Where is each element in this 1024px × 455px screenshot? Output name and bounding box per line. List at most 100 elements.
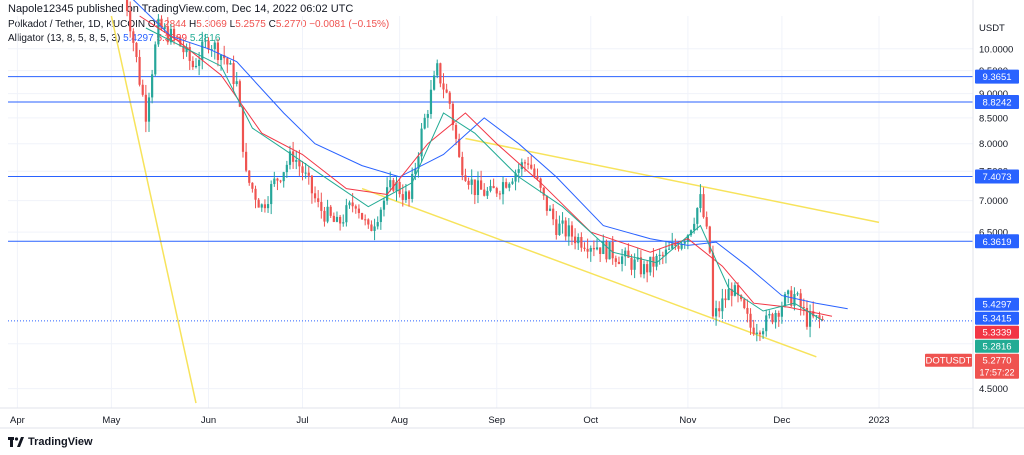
x-tick-label: Sep bbox=[488, 415, 505, 426]
candle-body bbox=[157, 18, 160, 45]
candle-body bbox=[561, 220, 564, 224]
candle-body bbox=[376, 222, 379, 227]
candle-body bbox=[808, 311, 812, 327]
candle-body bbox=[357, 208, 361, 214]
candle-body bbox=[589, 248, 592, 252]
candle-body bbox=[147, 97, 151, 122]
candle-body bbox=[295, 160, 298, 162]
candle-body bbox=[818, 315, 821, 319]
candle-body bbox=[498, 193, 501, 195]
candle-body bbox=[201, 41, 204, 61]
candle-body bbox=[235, 81, 238, 85]
candle-body bbox=[514, 172, 517, 182]
candle-body bbox=[204, 40, 207, 42]
candle-body bbox=[351, 202, 354, 207]
candle-body bbox=[379, 209, 382, 223]
candle-body bbox=[470, 179, 473, 185]
level-tag-text: 7.4073 bbox=[982, 172, 1011, 183]
y-tick-label: 6.5000 bbox=[979, 228, 1008, 239]
candle-body bbox=[176, 36, 179, 38]
current-price-text: 5.2770 bbox=[982, 356, 1011, 367]
candle-body bbox=[360, 213, 364, 220]
price-tag-text: 5.2816 bbox=[982, 342, 1011, 353]
candle-body bbox=[254, 188, 257, 200]
candle-body bbox=[683, 241, 686, 244]
candle-body bbox=[655, 255, 658, 267]
y-tick-label: 9.0000 bbox=[979, 89, 1008, 100]
candle-body bbox=[505, 182, 508, 188]
candle-body bbox=[436, 63, 439, 76]
level-tag-text: 6.3619 bbox=[982, 237, 1011, 248]
candle-body bbox=[423, 117, 426, 129]
candle-body bbox=[708, 226, 711, 253]
candle-body bbox=[605, 241, 608, 260]
candle-body bbox=[238, 81, 241, 107]
tradingview-logo-icon bbox=[8, 437, 24, 447]
candle-body bbox=[674, 243, 677, 247]
candle-body bbox=[310, 175, 314, 194]
candle-body bbox=[323, 210, 326, 222]
symbol-title: Polkadot / Tether, 1D, KUCOIN bbox=[8, 19, 146, 30]
candle-body bbox=[276, 178, 279, 181]
trend-line-3 bbox=[361, 187, 817, 358]
candle-body bbox=[783, 294, 787, 306]
ohlc-low-value: 5.2575 bbox=[235, 19, 266, 30]
candle-body bbox=[263, 204, 267, 209]
trend-line-1 bbox=[110, 15, 197, 404]
alligator-layer bbox=[132, 0, 848, 321]
candle-body bbox=[339, 216, 342, 224]
candle-body bbox=[382, 200, 386, 210]
candle-body bbox=[216, 42, 220, 61]
candle-body bbox=[642, 264, 646, 275]
candle-body bbox=[433, 75, 436, 90]
candle-body bbox=[570, 225, 574, 237]
candle-body bbox=[558, 223, 561, 235]
candle-body bbox=[354, 206, 357, 209]
candle-body bbox=[780, 305, 783, 317]
candle-body bbox=[608, 242, 611, 260]
y-tick-label: 7.0000 bbox=[979, 196, 1008, 207]
candle-body bbox=[805, 308, 809, 327]
candle-body bbox=[332, 215, 335, 222]
candle-body bbox=[125, 0, 129, 11]
candle-body bbox=[248, 170, 251, 183]
candle-body bbox=[188, 46, 191, 61]
level-tag bbox=[975, 95, 1019, 110]
candle-body bbox=[718, 308, 721, 312]
candle-body bbox=[458, 138, 461, 157]
x-tick-label: 2023 bbox=[868, 415, 889, 426]
y-tick-label: 4.5000 bbox=[979, 384, 1008, 395]
candle-body bbox=[445, 89, 448, 93]
candle-body bbox=[721, 298, 724, 312]
candle-body bbox=[473, 179, 476, 196]
candle-body bbox=[611, 242, 614, 259]
x-tick-label: Nov bbox=[679, 415, 696, 426]
candle-body bbox=[740, 295, 743, 300]
candle-body bbox=[486, 190, 489, 196]
candle-body bbox=[179, 37, 182, 47]
price-tag bbox=[975, 311, 1019, 325]
candle-body bbox=[517, 169, 520, 173]
candle-body bbox=[577, 236, 580, 244]
candle-body bbox=[342, 222, 345, 224]
candle-body bbox=[527, 163, 530, 165]
candle-body bbox=[451, 103, 454, 125]
current-price-tag bbox=[975, 353, 1019, 379]
candle-body bbox=[163, 26, 166, 30]
candle-body bbox=[245, 151, 248, 171]
candle-body bbox=[420, 128, 423, 157]
tradingview-watermark[interactable]: TradingView bbox=[8, 436, 93, 448]
candle-body bbox=[266, 204, 270, 209]
ohlc-high-value: 5.3069 bbox=[196, 19, 227, 30]
candle-body bbox=[633, 259, 636, 270]
candle-body bbox=[586, 248, 589, 252]
ohlc-open-label: O bbox=[147, 19, 156, 30]
candle-body bbox=[476, 180, 480, 196]
candle-body bbox=[599, 247, 602, 255]
candle-body bbox=[417, 156, 420, 169]
candle-body bbox=[658, 254, 661, 256]
candle-body bbox=[304, 172, 307, 174]
candle-body bbox=[511, 181, 514, 184]
candle-body bbox=[367, 219, 370, 225]
